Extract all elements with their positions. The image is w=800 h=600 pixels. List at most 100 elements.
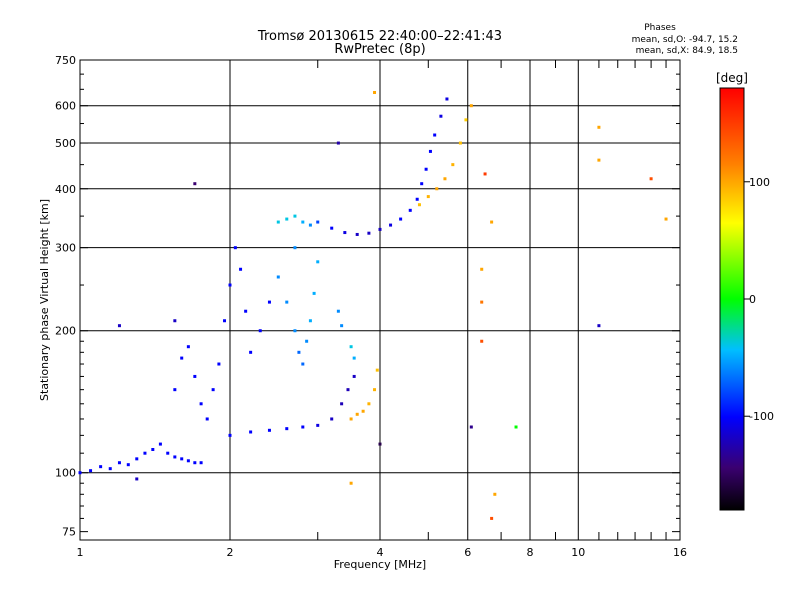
data-point <box>340 324 344 328</box>
data-point <box>349 345 353 349</box>
data-point <box>367 402 371 406</box>
data-point <box>239 267 243 271</box>
data-point <box>435 187 439 191</box>
x-tick-label: 8 <box>527 546 534 559</box>
data-point <box>378 227 382 231</box>
data-point <box>483 172 487 176</box>
data-point <box>199 402 203 406</box>
data-point <box>408 208 412 212</box>
plot-frame <box>79 59 681 541</box>
data-point <box>490 220 494 224</box>
data-point <box>420 182 424 186</box>
data-point <box>330 226 334 230</box>
data-point <box>228 433 232 437</box>
data-point <box>597 324 601 328</box>
data-point <box>352 356 356 360</box>
data-point <box>445 97 449 101</box>
colorbar-tick-label: 0 <box>749 293 756 306</box>
data-point <box>355 232 359 236</box>
data-point <box>267 428 271 432</box>
data-point <box>316 260 320 264</box>
data-point <box>352 374 356 378</box>
data-point <box>108 467 112 471</box>
data-point <box>186 345 190 349</box>
colorbar-tick-label: -100 <box>749 410 774 423</box>
stats-line-x: mean, sd,X: 84.9, 18.5 <box>636 46 738 56</box>
data-point <box>166 451 170 455</box>
data-point <box>378 442 382 446</box>
stats-title: Phases <box>644 23 676 33</box>
chart-title: Tromsø 20130615 22:40:00–22:41:43 <box>257 29 502 44</box>
data-point <box>301 362 305 366</box>
data-point <box>316 423 320 427</box>
data-point <box>469 104 473 108</box>
data-point <box>426 195 430 199</box>
data-point <box>135 477 139 481</box>
data-point <box>349 481 353 485</box>
data-point <box>597 158 601 162</box>
data-point <box>193 374 197 378</box>
data-point <box>367 231 371 235</box>
data-point <box>451 163 455 167</box>
data-point <box>267 300 271 304</box>
scatter-points <box>78 90 668 520</box>
chart-subtitle: RwPretec (8p) <box>334 42 425 57</box>
data-point <box>330 417 334 421</box>
x-tick-label: 1 <box>77 546 84 559</box>
data-point <box>415 197 419 201</box>
data-point <box>664 217 668 221</box>
y-tick-label: 200 <box>55 325 76 338</box>
data-point <box>293 329 297 333</box>
data-point <box>424 167 428 171</box>
data-point <box>480 267 484 271</box>
data-point <box>126 463 130 467</box>
data-point <box>597 125 601 129</box>
data-point <box>135 457 139 461</box>
axis-ticks: 1 2 4 6 8 10 16 75 100 200 300 400 500 600 750 <box>55 54 687 559</box>
x-tick-label: 4 <box>377 546 384 559</box>
y-tick-label: 300 <box>55 242 76 255</box>
data-point <box>349 417 353 421</box>
data-point <box>244 309 248 313</box>
data-point <box>258 329 262 333</box>
data-point <box>346 388 350 392</box>
y-tick-label: 75 <box>62 526 76 539</box>
x-axis-label: Frequency [MHz] <box>334 558 426 571</box>
y-axis-label: Stationary phase Virtual Height [km] <box>38 199 51 401</box>
y-tick-label: 500 <box>55 137 76 150</box>
data-point <box>117 461 121 465</box>
data-point <box>373 388 377 392</box>
data-point <box>301 220 305 224</box>
data-point <box>305 339 309 343</box>
data-point <box>375 368 379 372</box>
x-tick-label: 6 <box>464 546 471 559</box>
data-point <box>117 324 121 328</box>
data-point <box>480 339 484 343</box>
data-point <box>355 412 359 416</box>
y-tick-label: 750 <box>55 54 76 67</box>
data-point <box>297 350 301 354</box>
data-point <box>308 223 312 227</box>
data-point <box>458 141 462 145</box>
colorbar <box>719 87 745 511</box>
data-point <box>276 275 280 279</box>
data-point <box>228 283 232 287</box>
data-point <box>389 223 393 227</box>
data-point <box>293 214 297 218</box>
data-point <box>223 319 227 323</box>
y-tick-label: 100 <box>55 467 76 480</box>
data-point <box>285 300 289 304</box>
data-point <box>433 133 437 137</box>
data-point <box>249 350 253 354</box>
data-point <box>158 442 162 446</box>
data-point <box>173 455 177 459</box>
data-point <box>193 461 197 465</box>
data-point <box>186 459 190 463</box>
data-point <box>480 300 484 304</box>
grid <box>80 60 680 540</box>
data-point <box>180 457 184 461</box>
stats-line-o: mean, sd,O: -94.7, 15.2 <box>632 35 738 45</box>
data-point <box>193 182 197 186</box>
data-point <box>361 409 365 413</box>
